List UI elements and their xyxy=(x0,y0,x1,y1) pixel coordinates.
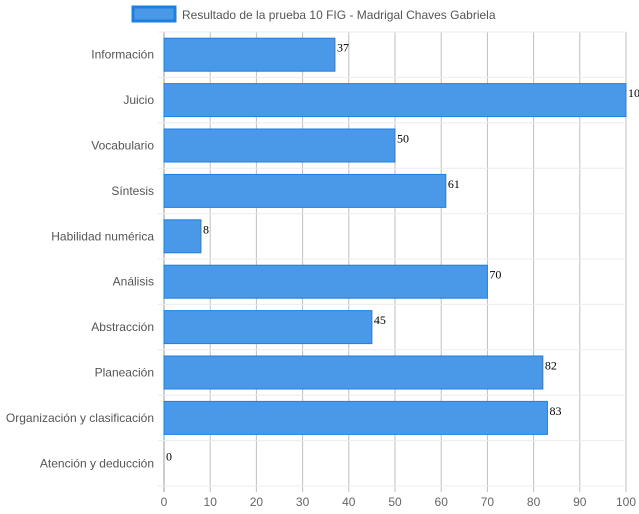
bar[interactable] xyxy=(163,264,488,299)
x-tick-label: 0 xyxy=(161,495,168,509)
category-label: Información xyxy=(91,48,154,62)
category-label: Síntesis xyxy=(111,184,154,198)
legend-label[interactable]: Resultado de la prueba 10 FIG - Madrigal… xyxy=(182,8,496,22)
x-axis-ticks: 0 10 20 30 40 50 60 70 80 90 100 xyxy=(161,495,637,509)
category-labels: Información Juicio Vocabulario Síntesis Habi… xyxy=(6,48,154,471)
data-label: 37 xyxy=(337,41,349,55)
data-label: 61 xyxy=(448,177,460,191)
bar[interactable] xyxy=(163,128,396,163)
bar[interactable] xyxy=(163,37,336,72)
data-label: 100 xyxy=(628,86,639,100)
category-label: Análisis xyxy=(113,275,154,289)
bar[interactable] xyxy=(163,355,544,390)
data-label: 83 xyxy=(549,404,561,418)
bar[interactable] xyxy=(163,400,548,435)
legend[interactable]: Resultado de la prueba 10 FIG - Madrigal… xyxy=(131,5,496,23)
category-label: Abstracción xyxy=(91,320,154,334)
category-label: Organización y clasificación xyxy=(6,411,154,425)
legend-swatch[interactable] xyxy=(131,5,177,23)
category-label: Habilidad numérica xyxy=(51,229,154,243)
x-tick-label: 100 xyxy=(616,495,636,509)
x-tick-label: 10 xyxy=(204,495,218,509)
data-labels: 37 100 50 61 8 70 45 82 83 0 xyxy=(166,41,639,464)
bar[interactable] xyxy=(163,219,202,254)
x-tick-label: 20 xyxy=(250,495,264,509)
x-tick-label: 50 xyxy=(388,495,402,509)
category-label: Juicio xyxy=(123,93,154,107)
x-tick-label: 30 xyxy=(296,495,310,509)
data-label: 82 xyxy=(545,359,557,373)
category-label: Atención y deducción xyxy=(40,456,154,470)
x-tick-label: 80 xyxy=(527,495,541,509)
data-label: 0 xyxy=(166,449,172,463)
data-label: 45 xyxy=(374,313,386,327)
data-label: 70 xyxy=(489,268,501,282)
x-tick-label: 90 xyxy=(573,495,587,509)
data-label: 50 xyxy=(397,132,409,146)
bar[interactable] xyxy=(163,83,627,118)
x-tick-label: 40 xyxy=(342,495,356,509)
x-tick-label: 60 xyxy=(435,495,449,509)
bars xyxy=(163,37,627,435)
category-label: Planeación xyxy=(95,366,154,380)
bar[interactable] xyxy=(163,310,373,345)
category-label: Vocabulario xyxy=(91,139,154,153)
data-label: 8 xyxy=(203,222,209,236)
x-tick-label: 70 xyxy=(481,495,495,509)
bar[interactable] xyxy=(163,173,447,208)
